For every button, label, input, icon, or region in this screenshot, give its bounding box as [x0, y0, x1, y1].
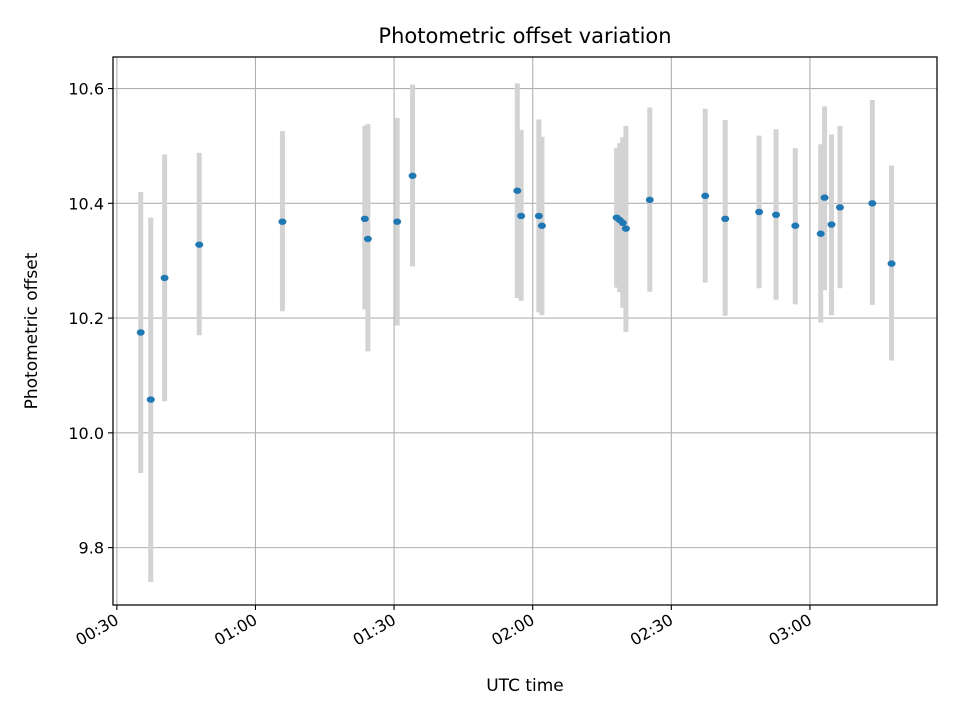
data-points	[136, 172, 896, 403]
data-point	[160, 274, 169, 282]
data-point	[517, 212, 526, 220]
data-point	[136, 329, 145, 336]
y-tick-label: 9.8	[79, 539, 104, 558]
data-point	[621, 225, 630, 232]
chart-title: Photometric offset variation	[378, 24, 671, 48]
x-axis-label: UTC time	[486, 676, 564, 696]
data-point	[721, 215, 730, 223]
data-point	[513, 187, 522, 194]
data-point	[701, 192, 710, 200]
data-point	[408, 172, 417, 179]
data-point	[537, 222, 546, 229]
data-point	[820, 194, 829, 201]
data-point	[816, 230, 825, 237]
grid	[113, 57, 937, 605]
data-point	[360, 215, 369, 223]
data-point	[791, 222, 800, 229]
data-point	[195, 241, 204, 248]
data-point	[393, 218, 402, 225]
data-point	[887, 260, 896, 267]
data-point	[534, 212, 543, 220]
data-point	[827, 221, 836, 228]
data-point	[868, 200, 877, 207]
data-point	[755, 208, 764, 216]
y-axis-label: Photometric offset	[22, 252, 42, 409]
y-tick-label: 10.4	[68, 194, 104, 213]
data-point	[618, 219, 627, 227]
data-point	[772, 211, 781, 219]
data-point	[645, 196, 654, 204]
y-tick-label: 10.2	[68, 309, 104, 328]
data-point	[363, 235, 372, 243]
data-point	[835, 204, 844, 211]
data-point	[146, 396, 155, 403]
y-tick-label: 10.0	[68, 424, 104, 443]
y-tick-label: 10.6	[68, 80, 104, 99]
data-point	[278, 218, 287, 225]
plot-frame	[112, 56, 938, 606]
